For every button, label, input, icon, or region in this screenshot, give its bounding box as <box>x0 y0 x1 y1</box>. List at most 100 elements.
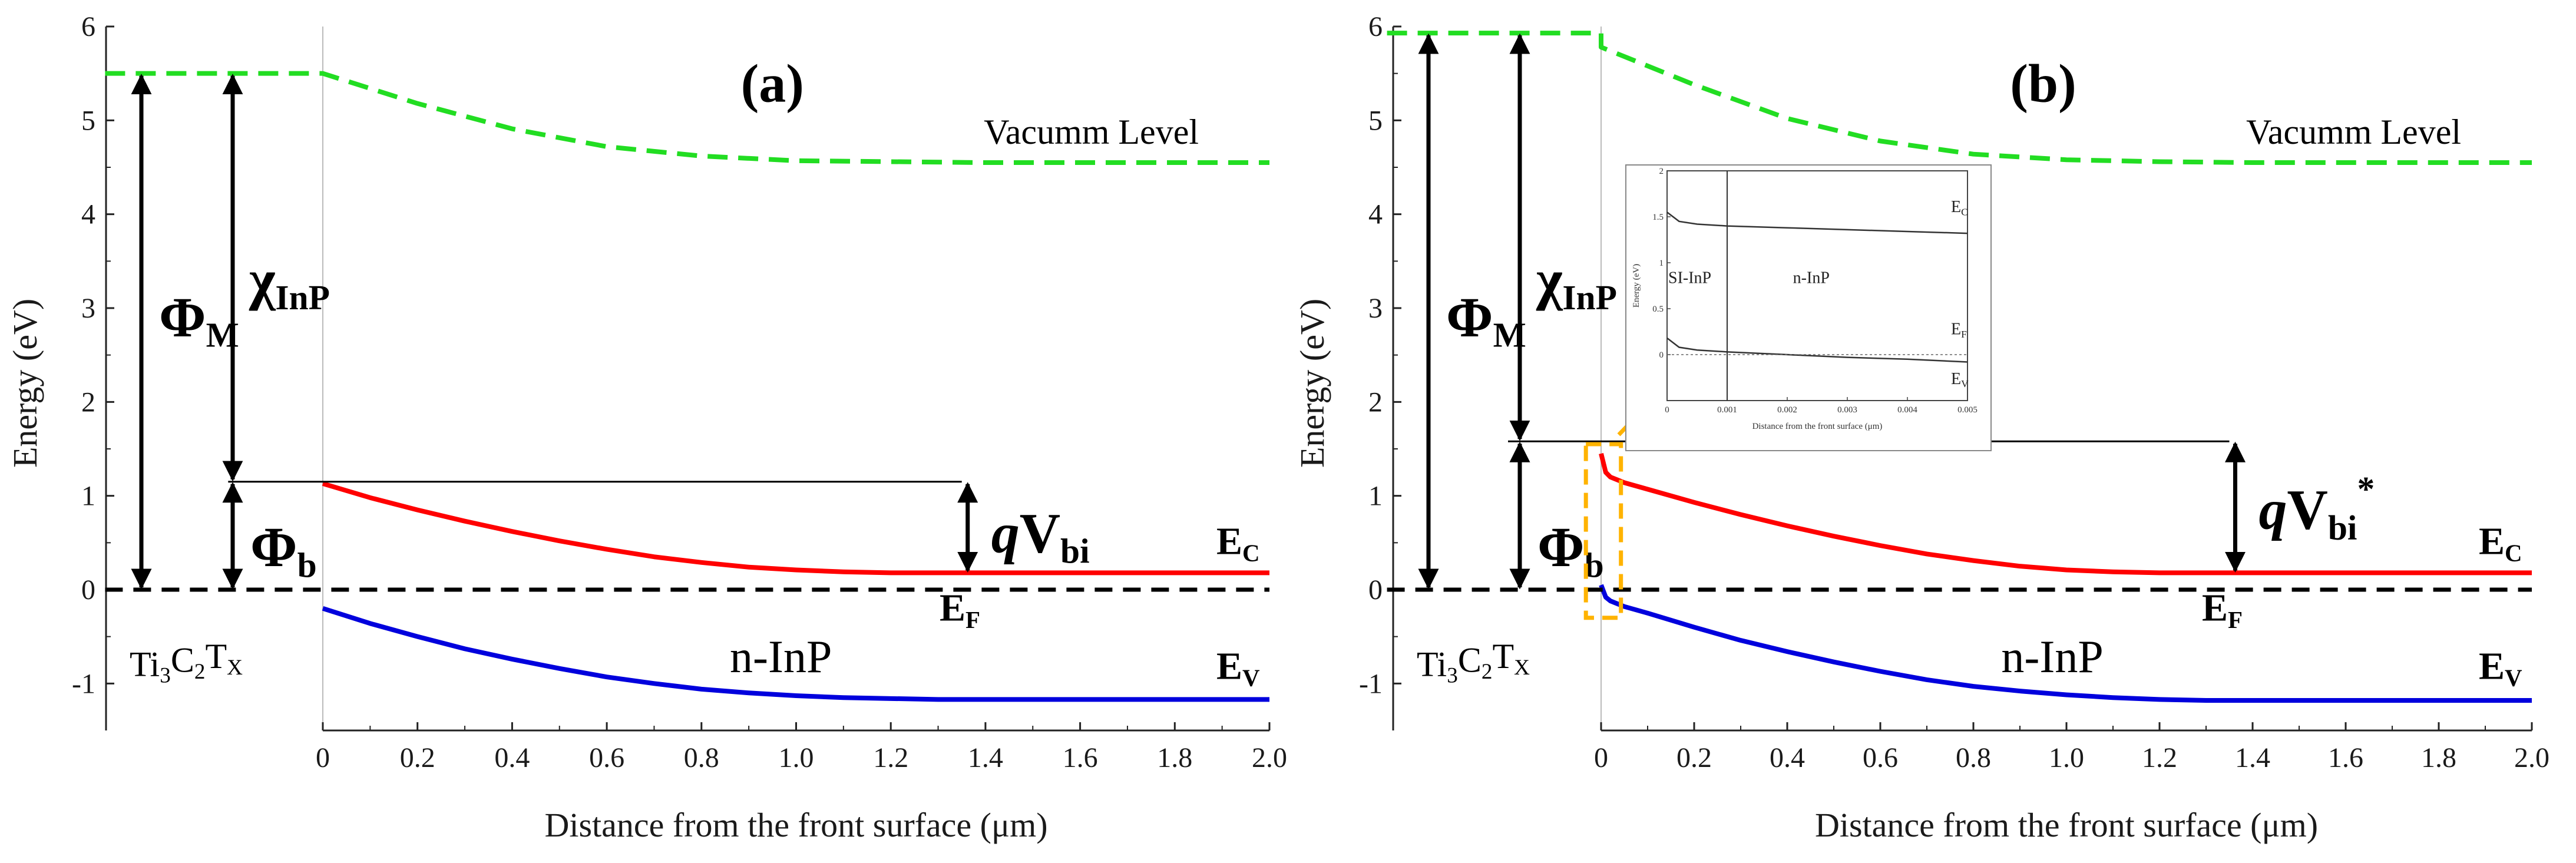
y-tick-label: 1 <box>1368 481 1383 512</box>
inset-x-axis-title: Distance from the front surface (μm) <box>1752 422 1883 431</box>
x-tick-label: 0.6 <box>1863 742 1898 773</box>
metal-label: Ti3C2TX <box>130 637 243 688</box>
inset-x-tick-label: 0.002 <box>1777 405 1797 415</box>
ef-label-part: E <box>940 587 965 630</box>
chi-label-part: InP <box>1562 278 1617 317</box>
metal-label-part: T <box>1492 637 1514 676</box>
metal-label-part: X <box>1514 656 1530 680</box>
inset-ec-label: EC <box>1951 198 1968 217</box>
ec-label-part: E <box>2479 520 2505 563</box>
metal-label-part: 2 <box>1482 660 1493 684</box>
metal-label-part: C <box>171 641 194 680</box>
qvbi-label-part: q <box>2259 478 2287 541</box>
ev-label: EV <box>2479 644 2522 691</box>
y-tick-label: 4 <box>81 199 95 230</box>
series-e-v <box>1599 584 2532 703</box>
series-vacuum-level <box>105 71 1269 166</box>
inset-ef-label: EF <box>1951 320 1967 340</box>
phi-m-label: ΦM <box>1446 286 1526 355</box>
phi-b-label: Φb <box>1537 515 1604 584</box>
x-tick-label: 1.4 <box>2235 742 2270 773</box>
inset-y-axis-title: Energy (eV) <box>1632 264 1641 307</box>
metal-label-part: Ti <box>130 645 160 684</box>
ef-label-part: F <box>2228 607 2243 633</box>
phi-m-label: ΦM <box>159 286 239 355</box>
inset-x-tick-label: 0.001 <box>1717 405 1737 415</box>
inset-ec-label-part: C <box>1961 206 1968 217</box>
interface-highlight-box <box>1583 442 1623 620</box>
phi-b-label-part: Φ <box>1537 515 1585 578</box>
series-e-c <box>322 481 1269 576</box>
metal-label-part: 2 <box>194 660 206 684</box>
vacuum-level-label: Vacumm Level <box>984 113 1199 151</box>
inset-x-tick-label: 0.005 <box>1957 405 1978 415</box>
inset-y-tick-label: 1.5 <box>1652 213 1664 222</box>
y-tick-label: 6 <box>1368 11 1383 42</box>
x-tick-label: 0.8 <box>1956 742 1991 773</box>
qvbi-label: qVbi* <box>2259 469 2375 547</box>
x-tick-label: 1.0 <box>779 742 814 773</box>
x-tick-label: 0.4 <box>494 742 530 773</box>
x-tick-label: 0.4 <box>1770 742 1805 773</box>
chi-label-part: InP <box>275 278 330 317</box>
phi-m-label-part: M <box>206 316 239 355</box>
inset-ev-label: EV <box>1951 370 1969 389</box>
x-tick-label: 2.0 <box>1252 742 1287 773</box>
y-tick-label: -1 <box>72 668 95 699</box>
ec-label-part: E <box>1216 520 1242 563</box>
metal-label-part: X <box>227 656 243 680</box>
x-tick-label: 1.8 <box>2421 742 2456 773</box>
y-tick-label: 2 <box>1368 386 1383 418</box>
x-tick-label: 0 <box>1594 742 1608 773</box>
inset-y-tick-label: 0 <box>1659 351 1664 360</box>
inset-frame <box>1625 164 1992 451</box>
phi-b-label: Φb <box>250 515 317 584</box>
x-tick-label: 1.2 <box>2142 742 2177 773</box>
x-tick-label: 0.2 <box>1676 742 1712 773</box>
ec-label: EC <box>2479 520 2522 566</box>
inset-x-tick-label: 0.003 <box>1837 405 1857 415</box>
inset-x-tick-label: 0.004 <box>1897 405 1917 415</box>
inset-x-tick-label: 0 <box>1665 405 1669 415</box>
chi-label: χInP <box>1536 248 1617 317</box>
qvbi-label-part: bi <box>1060 531 1090 570</box>
y-tick-label: 0 <box>1368 574 1383 606</box>
y-tick-label: 2 <box>81 386 95 418</box>
semiconductor-label: n-InP <box>2001 631 2103 682</box>
ev-label-part: V <box>2505 665 2522 692</box>
inset-n-inp-label: n-InP <box>1793 269 1830 287</box>
ef-label: EF <box>2202 587 2243 633</box>
phi-b-label-part: Φ <box>250 515 297 578</box>
y-tick-label: 4 <box>1368 199 1383 230</box>
phi-b-label-part: b <box>297 545 317 584</box>
x-tick-label: 0.2 <box>400 742 435 773</box>
vacuum-level-label: Vacumm Level <box>2246 113 2461 151</box>
metal-label: Ti3C2TX <box>1417 637 1530 688</box>
ec-label-part: C <box>2505 540 2522 567</box>
qvbi-label-part: q <box>991 501 1020 564</box>
qvbi-label-part: V <box>1020 501 1060 564</box>
phi-m-label-part: M <box>1493 316 1526 355</box>
inset-ev-curve <box>1666 337 1968 363</box>
metal-label-part: 3 <box>160 664 171 688</box>
x-tick-label: 0.6 <box>589 742 624 773</box>
x-axis-title: Distance from the front surface (μm) <box>544 806 1047 844</box>
qvbi-label-part: V <box>2287 478 2328 541</box>
inset-ef-label-part: E <box>1951 320 1961 339</box>
series-e-c <box>1599 453 2532 576</box>
inset-plot: 0 0.5 1 1.5 2 0 0.001 0.002 0.003 0.004 0.005 Dista… <box>1625 164 1992 451</box>
chi-label: χInP <box>249 248 330 317</box>
metal-label-part: Ti <box>1417 645 1447 684</box>
inset-y-tick-label: 1 <box>1659 259 1664 268</box>
metal-label-part: T <box>205 637 227 676</box>
ef-label-part: F <box>965 607 980 633</box>
ef-label: EF <box>940 587 980 633</box>
x-tick-label: 1.6 <box>1063 742 1098 773</box>
y-tick-label: 5 <box>1368 105 1383 136</box>
panel-label: (b) <box>2010 53 2076 113</box>
x-tick-label: 2.0 <box>2514 742 2549 773</box>
inset-y-tick-label: 2 <box>1659 167 1664 176</box>
y-tick-label: 0 <box>81 574 95 606</box>
x-tick-label: 1.6 <box>2328 742 2363 773</box>
